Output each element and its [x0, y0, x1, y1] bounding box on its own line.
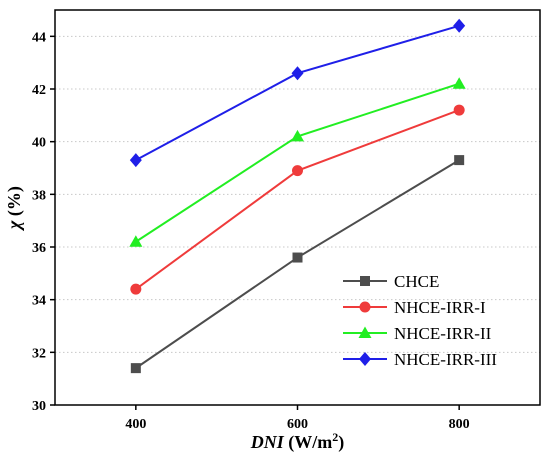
y-tick-label: 36 — [32, 241, 46, 256]
data-point — [454, 155, 465, 166]
y-tick-label: 40 — [32, 136, 46, 151]
data-point — [292, 165, 303, 177]
series-nhce-irr-ii — [129, 77, 466, 247]
data-point — [453, 18, 466, 33]
x-axis-label-italic: DNI — [250, 432, 285, 452]
series-line — [135, 82, 460, 243]
legend-item: NHCE-IRR-II — [343, 324, 492, 343]
y-tick-label: 38 — [32, 188, 46, 203]
y-axis-label: χ (%) — [4, 186, 25, 232]
legend-item: NHCE-IRR-I — [343, 298, 486, 317]
axes — [50, 9, 541, 410]
y-axis-label-italic: χ — [4, 220, 24, 232]
y-tick-label: 30 — [32, 399, 46, 414]
legend-label: NHCE-IRR-III — [394, 350, 497, 369]
data-point — [291, 66, 304, 81]
series-nhce-irr-i — [130, 104, 465, 295]
x-tick-label: 400 — [125, 417, 146, 432]
data-point — [129, 153, 142, 168]
legend-label: NHCE-IRR-II — [394, 324, 492, 343]
series-chce — [130, 155, 465, 374]
legend-marker — [360, 276, 370, 286]
legend-marker — [358, 326, 372, 338]
legend-item: CHCE — [343, 272, 439, 291]
x-axis-label-sup: 2 — [332, 430, 338, 444]
legend-marker — [359, 352, 371, 366]
y-axis-label-unit: (%) — [4, 186, 25, 221]
data-point — [130, 363, 141, 374]
x-axis-label: DNI (W/m2) — [250, 430, 345, 453]
legend-marker — [359, 301, 371, 313]
y-tick-label: 44 — [32, 30, 46, 45]
x-tick-label: 600 — [287, 417, 308, 432]
legend: CHCE NHCE-IRR-I NHCE-IRR-II NHCE-IRR-III — [343, 272, 497, 369]
x-axis-label-end: ) — [338, 432, 344, 453]
data-point — [452, 77, 466, 89]
x-tick-label: 800 — [449, 417, 470, 432]
series-nhce-irr-iii — [129, 18, 466, 168]
y-tick-label: 32 — [32, 346, 46, 361]
legend-label: NHCE-IRR-I — [394, 298, 486, 317]
y-tick-label: 42 — [32, 83, 46, 98]
data-point — [292, 252, 303, 263]
data-point — [453, 104, 465, 116]
x-axis-label-unit: (W/m — [284, 432, 333, 453]
grid-lines — [55, 35, 540, 353]
data-point — [130, 283, 142, 295]
series-group — [129, 18, 466, 374]
data-point — [129, 235, 143, 247]
data-point — [291, 129, 304, 142]
legend-item: NHCE-IRR-III — [343, 350, 497, 369]
legend-label: CHCE — [394, 272, 439, 291]
tick-labels: 30 32 34 36 38 40 42 44 400 600 800 — [32, 30, 470, 432]
y-tick-label: 34 — [32, 294, 46, 309]
